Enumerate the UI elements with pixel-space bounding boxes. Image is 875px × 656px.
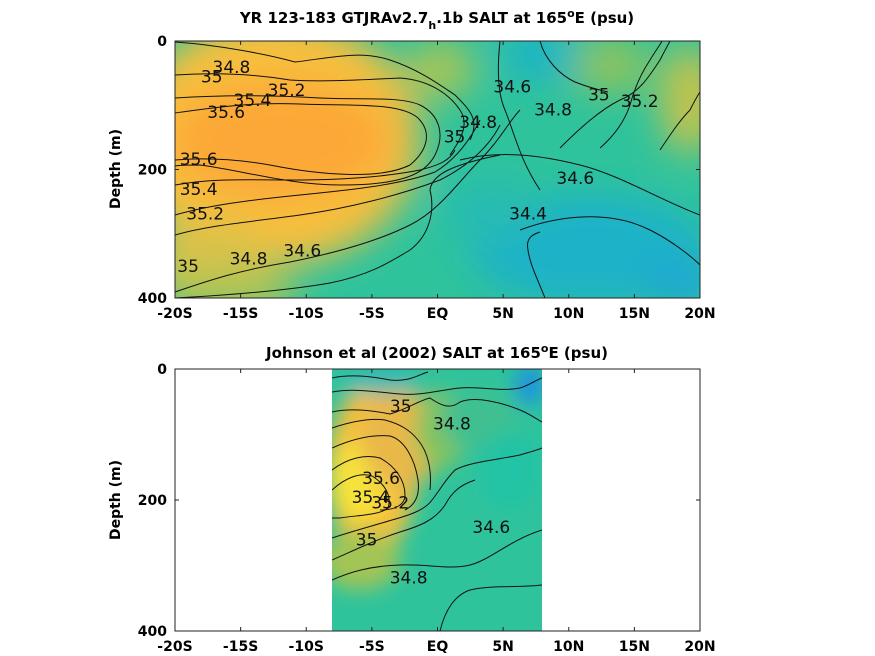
bottom-contour-label: 34.8 xyxy=(390,569,428,589)
top-x-tick-label: 5N xyxy=(492,306,513,322)
top-contour-label: 35.2 xyxy=(186,204,224,224)
top-y-axis: 0 200 400 xyxy=(138,34,700,307)
top-contour-label: 35 xyxy=(177,257,199,277)
top-x-axis: -20S -15S -10S -5S EQ 5N 10N 15N 20N xyxy=(157,41,716,322)
bottom-y-axis: 0 200 400 xyxy=(138,362,700,640)
bottom-contour-label: 35.4 xyxy=(352,488,390,508)
top-contour-label: 34.8 xyxy=(534,100,572,120)
top-x-tick-label: 10N xyxy=(553,306,584,322)
top-salinity-field xyxy=(175,41,700,298)
bottom-x-axis: -20S -15S -10S -5S EQ 5N 10N 15N 20N xyxy=(157,369,716,655)
top-contour-label: 34.8 xyxy=(230,249,268,269)
top-contour-label: 34.6 xyxy=(556,169,594,189)
top-x-tick-label: -5S xyxy=(359,306,385,322)
bottom-contour-label: 34.6 xyxy=(472,518,510,538)
top-contour-label: 35.2 xyxy=(268,81,306,101)
bottom-contour-label: 34.8 xyxy=(433,415,471,435)
top-contour-label: 34.6 xyxy=(493,77,531,97)
top-y-tick-label: 0 xyxy=(157,34,167,50)
top-x-tick-label: 20N xyxy=(684,306,715,322)
bottom-x-tick-label: 20N xyxy=(684,639,715,655)
top-x-tick-label: EQ xyxy=(427,306,449,322)
top-contour-label: 34.6 xyxy=(283,242,321,262)
bottom-contour-label: 35.6 xyxy=(362,469,400,489)
bottom-x-tick-label: 15N xyxy=(619,639,650,655)
top-chart-title: YR 123-183 GTJRAv2.7h.1b SALT at 165oE (… xyxy=(239,7,634,32)
bottom-y-tick-label: 400 xyxy=(138,624,167,640)
bottom-y-axis-label: Depth (m) xyxy=(108,460,124,540)
top-contour-lines xyxy=(175,41,700,298)
bottom-x-tick-label: 5N xyxy=(492,639,513,655)
top-contour-label: 35.2 xyxy=(621,92,659,112)
top-contour-label: 34.4 xyxy=(509,204,547,224)
top-contour-label: 35.6 xyxy=(180,150,218,170)
top-y-tick-label: 400 xyxy=(138,291,167,307)
bottom-contour-label: 35 xyxy=(390,397,412,417)
top-x-tick-label: -20S xyxy=(157,306,192,322)
top-x-tick-label: 15N xyxy=(619,306,650,322)
bottom-x-tick-label: -15S xyxy=(223,639,258,655)
bottom-contour-lines xyxy=(332,371,542,631)
bottom-contour-labels: 35 34.8 35.635.435.2 35 34.6 34.8 xyxy=(352,397,511,589)
bottom-x-tick-label: 10N xyxy=(553,639,584,655)
bottom-x-tick-label: -20S xyxy=(157,639,192,655)
bottom-x-tick-label: EQ xyxy=(427,639,449,655)
top-contour-label: 34.8 xyxy=(459,113,497,133)
bottom-y-tick-label: 200 xyxy=(138,493,167,509)
bottom-x-tick-label: -5S xyxy=(359,639,385,655)
top-y-axis-label: Depth (m) xyxy=(108,129,124,209)
top-contour-label: 34.8 xyxy=(213,58,251,78)
bottom-salinity-field xyxy=(332,369,542,631)
bottom-contour-label: 35 xyxy=(356,531,378,551)
top-x-tick-label: -10S xyxy=(289,306,324,322)
top-contour-label: 35 xyxy=(588,86,610,106)
top-contour-label: 35.6 xyxy=(207,103,245,123)
top-x-tick-label: -15S xyxy=(223,306,258,322)
top-y-tick-label: 200 xyxy=(138,163,167,179)
top-contour-label: 35 xyxy=(201,68,223,88)
top-contour-label: 35.4 xyxy=(234,91,272,111)
bottom-contour-label: 35.2 xyxy=(371,493,409,513)
top-contour-label: 35.4 xyxy=(180,180,218,200)
bottom-x-tick-label: -10S xyxy=(289,639,324,655)
bottom-chart-title: Johnson et al (2002) SALT at 165oE (psu) xyxy=(265,342,608,362)
bottom-y-tick-label: 0 xyxy=(157,362,167,378)
top-contour-label: 35 xyxy=(444,127,466,147)
